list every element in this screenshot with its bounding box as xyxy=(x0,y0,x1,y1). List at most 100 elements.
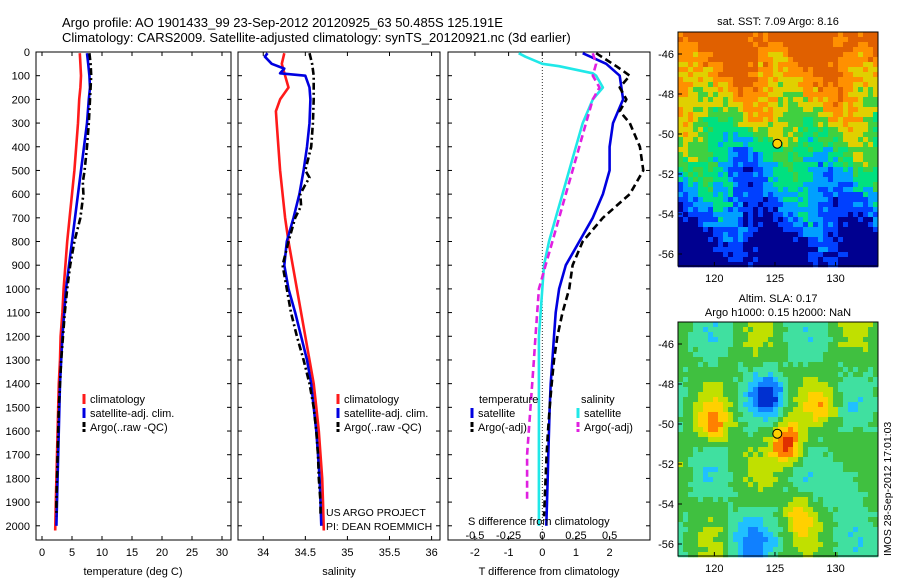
map-cell xyxy=(703,77,709,83)
map-cell xyxy=(778,542,784,548)
map-cell xyxy=(808,552,814,558)
map-cell xyxy=(698,97,704,103)
map-cell xyxy=(693,447,699,453)
map-cell xyxy=(723,162,729,168)
map-cell xyxy=(868,387,874,393)
map-cell xyxy=(753,532,759,538)
map-cell xyxy=(748,67,754,73)
map-cell xyxy=(728,172,734,178)
map-cell xyxy=(848,262,854,268)
map-cell xyxy=(848,82,854,88)
map-cell xyxy=(718,407,724,413)
map-cell xyxy=(868,407,874,413)
map-cell xyxy=(853,467,859,473)
map-cell xyxy=(723,507,729,513)
map-cell xyxy=(868,532,874,538)
map-cell xyxy=(748,112,754,118)
map-cell xyxy=(813,202,819,208)
map-cell xyxy=(698,117,704,123)
map-cell xyxy=(828,507,834,513)
map-cell xyxy=(728,482,734,488)
map-cell xyxy=(843,127,849,133)
map-cell xyxy=(738,407,744,413)
map-cell xyxy=(813,387,819,393)
map-cell xyxy=(753,487,759,493)
map-cell xyxy=(788,252,794,258)
map-cell xyxy=(728,112,734,118)
map-cell xyxy=(818,212,824,218)
map-cell xyxy=(823,197,829,203)
map-cell xyxy=(723,517,729,523)
map-cell xyxy=(793,242,799,248)
map-cell xyxy=(753,422,759,428)
map-cell xyxy=(853,82,859,88)
map-cell xyxy=(813,112,819,118)
salinity-x-tick-label: 35 xyxy=(341,547,353,559)
map-cell xyxy=(738,517,744,523)
map-cell xyxy=(773,377,779,383)
map-cell xyxy=(863,397,869,403)
map-cell xyxy=(763,367,769,373)
map-cell xyxy=(688,82,694,88)
map-cell xyxy=(853,37,859,43)
map-cell xyxy=(738,532,744,538)
map-cell xyxy=(828,502,834,508)
map-cell xyxy=(873,82,879,88)
map-cell xyxy=(713,212,719,218)
map-cell xyxy=(698,87,704,93)
map-cell xyxy=(703,187,709,193)
map-cell xyxy=(698,482,704,488)
map-cell xyxy=(858,337,864,343)
map-cell xyxy=(698,217,704,223)
sla-float-marker xyxy=(772,428,783,439)
map-cell xyxy=(828,152,834,158)
map-cell xyxy=(818,82,824,88)
map-cell xyxy=(793,462,799,468)
map-cell xyxy=(698,347,704,353)
map-cell xyxy=(843,432,849,438)
map-cell xyxy=(738,77,744,83)
map-cell xyxy=(683,102,689,108)
map-cell xyxy=(743,182,749,188)
map-cell xyxy=(853,167,859,173)
map-cell xyxy=(773,452,779,458)
map-cell xyxy=(873,72,879,78)
map-cell xyxy=(718,427,724,433)
map-cell xyxy=(678,407,684,413)
map-cell xyxy=(833,492,839,498)
map-cell xyxy=(748,162,754,168)
map-cell xyxy=(698,177,704,183)
map-cell xyxy=(723,232,729,238)
map-cell xyxy=(843,452,849,458)
map-cell xyxy=(783,487,789,493)
map-cell xyxy=(793,357,799,363)
map-cell xyxy=(788,137,794,143)
map-cell xyxy=(728,127,734,133)
map-cell xyxy=(853,417,859,423)
map-cell xyxy=(768,132,774,138)
map-cell xyxy=(688,57,694,63)
map-cell xyxy=(683,332,689,338)
map-cell xyxy=(808,117,814,123)
map-cell xyxy=(843,152,849,158)
map-cell xyxy=(798,482,804,488)
map-cell xyxy=(688,257,694,263)
map-cell xyxy=(728,532,734,538)
map-cell xyxy=(748,222,754,228)
map-cell xyxy=(758,52,764,58)
map-cell xyxy=(683,402,689,408)
map-cell xyxy=(828,342,834,348)
map-cell xyxy=(748,107,754,113)
map-cell xyxy=(693,192,699,198)
map-cell xyxy=(773,152,779,158)
map-cell xyxy=(683,142,689,148)
map-cell xyxy=(853,172,859,178)
map-cell xyxy=(783,387,789,393)
map-cell xyxy=(733,492,739,498)
map-cell xyxy=(763,232,769,238)
map-cell xyxy=(778,517,784,523)
map-cell xyxy=(868,237,874,243)
map-cell xyxy=(733,182,739,188)
map-cell xyxy=(753,57,759,63)
map-cell xyxy=(868,82,874,88)
